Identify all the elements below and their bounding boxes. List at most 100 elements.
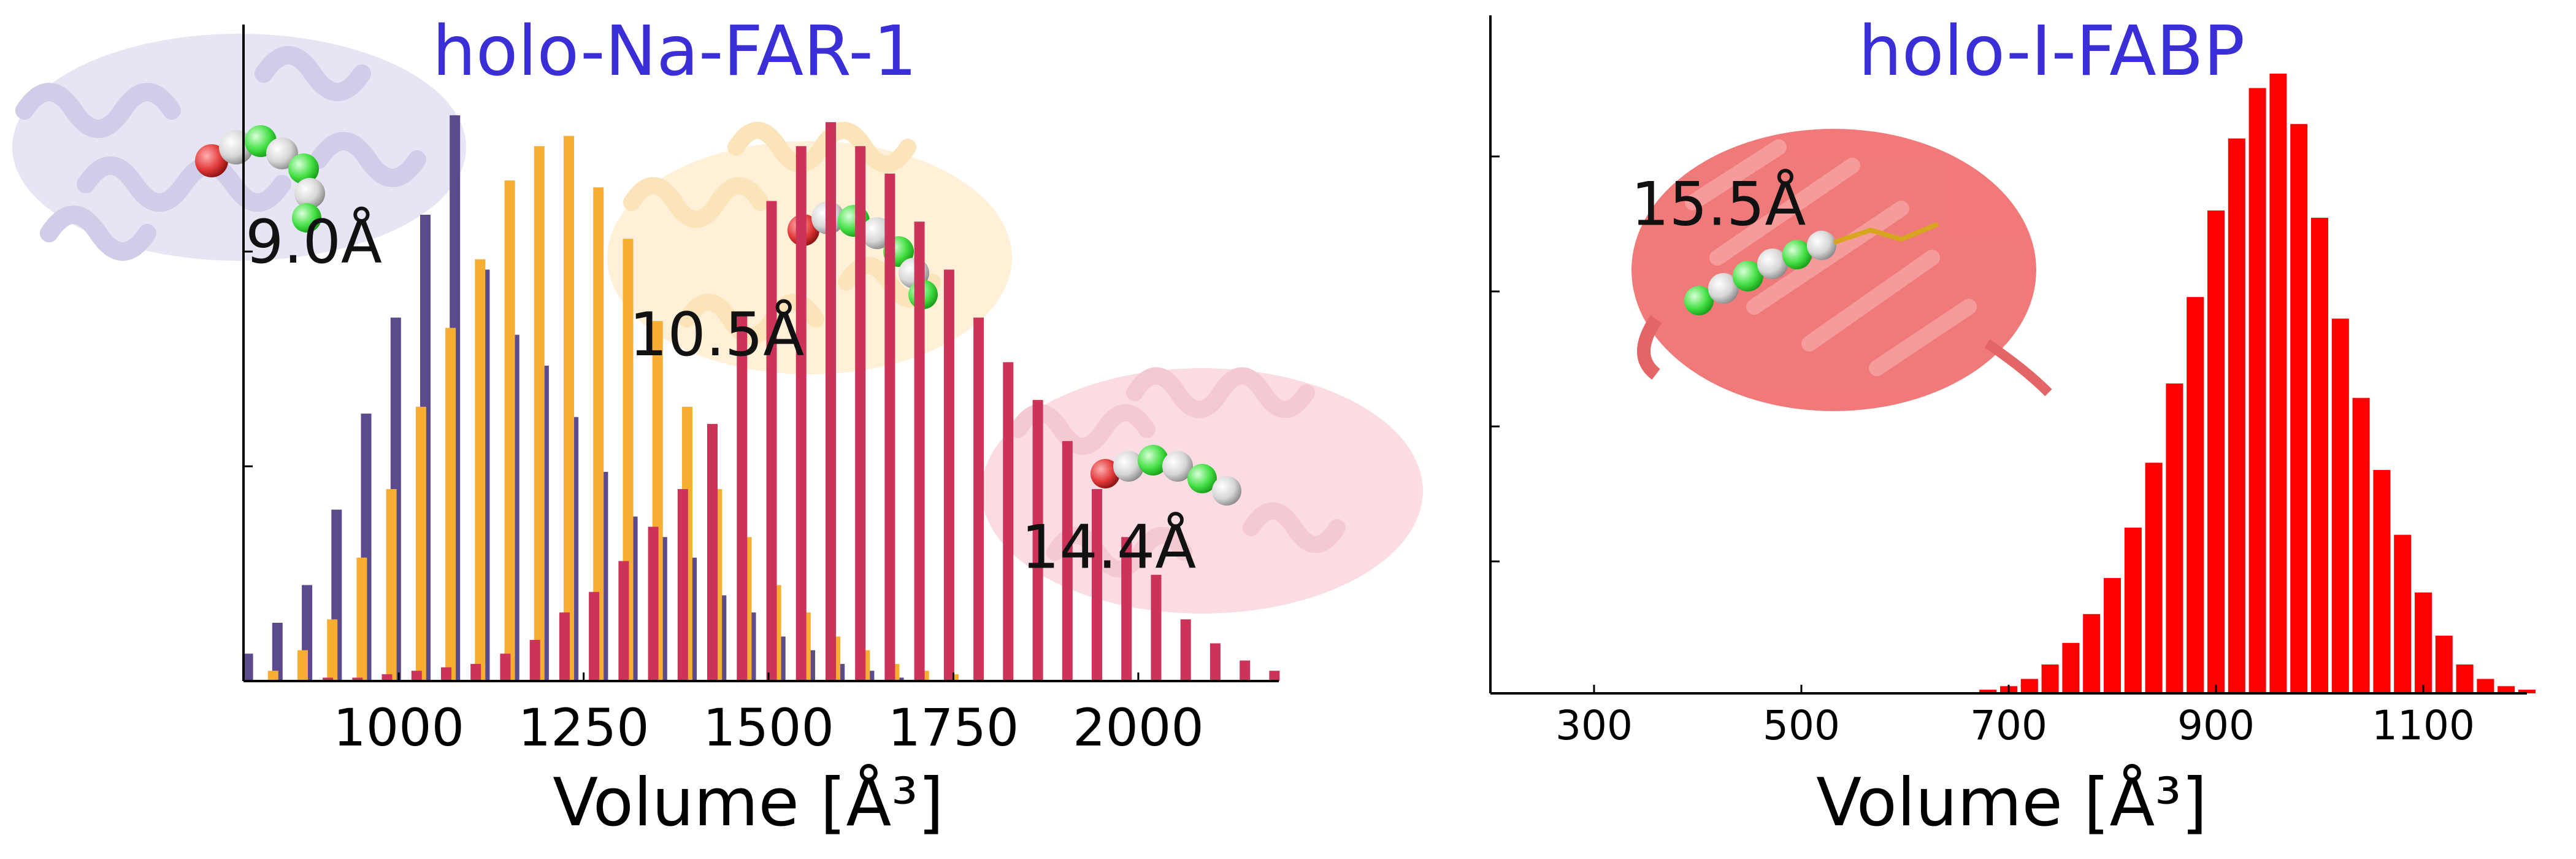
bar: [677, 489, 688, 681]
x-axis-label-left: Volume [Å³]: [553, 763, 943, 841]
bar: [766, 201, 777, 682]
bar: [297, 650, 308, 681]
bar: [737, 314, 748, 681]
bar: [1121, 537, 1132, 681]
bar: [441, 667, 451, 681]
bar: [2477, 679, 2494, 693]
bar: [500, 653, 511, 681]
bar: [2248, 88, 2266, 693]
bar: [504, 180, 515, 682]
bar: [1062, 441, 1073, 681]
x-tick-label: 1500: [703, 698, 834, 758]
distance-annotation: 10.5Å: [629, 299, 804, 370]
bar: [2228, 138, 2245, 693]
bar: [648, 526, 659, 681]
bar: [2415, 592, 2432, 693]
bar: [2394, 534, 2412, 693]
bar: [272, 623, 283, 681]
x-axis-label-right: Volume [Å³]: [1816, 763, 2207, 841]
bar: [2062, 642, 2080, 693]
bar: [470, 664, 481, 681]
bars-left: [242, 115, 1280, 682]
bar: [2290, 124, 2308, 693]
bar: [352, 677, 363, 681]
chart-title-right: holo-I-FABP: [1858, 12, 2245, 91]
bar: [855, 146, 866, 681]
bar: [2456, 664, 2474, 693]
x-tick-label: 500: [1763, 702, 1840, 749]
ligand-illustration-4: [1684, 221, 1939, 315]
bar: [564, 136, 574, 681]
protein-illustration-orange: [607, 121, 1012, 374]
bar: [2518, 690, 2536, 693]
chart-right: 300 500 700 900 1100 holo-I-FABP Volume [Å³]…: [1489, 12, 2536, 841]
bar: [1240, 660, 1251, 681]
bar: [2497, 686, 2515, 693]
chart-left: 1000 1250 1500 1750 2000 holo-Na-FAR-1 Volum…: [242, 12, 1280, 841]
bar: [826, 122, 836, 682]
bar: [2145, 463, 2163, 693]
bar: [2166, 383, 2183, 693]
bar: [2269, 74, 2287, 693]
bar: [1151, 574, 1162, 681]
bar: [2207, 210, 2225, 694]
bar: [559, 612, 570, 681]
bar: [884, 173, 895, 681]
bar: [415, 406, 426, 681]
x-tick-label: 1750: [888, 698, 1019, 758]
bar: [475, 259, 486, 682]
bar: [529, 639, 540, 681]
bar: [1092, 489, 1102, 681]
x-tick-label: 900: [2177, 702, 2255, 749]
bar: [445, 328, 456, 681]
x-ticks-left: 1000 1250 1500 1750 2000: [333, 672, 1204, 758]
bar: [589, 591, 600, 681]
protein-illustration-red: [1631, 129, 2052, 411]
x-ticks-right: 300 500 700 900 1100: [1555, 685, 2475, 749]
bar: [386, 489, 397, 681]
bar: [2435, 636, 2453, 693]
bars-right: [1979, 74, 2536, 694]
distance-annotation: 9.0Å: [245, 207, 382, 277]
distance-annotation: 15.5Å: [1631, 169, 1806, 240]
bar: [2352, 398, 2370, 693]
annotations-right: 15.5Å: [1631, 169, 1806, 240]
x-tick-label: 1250: [518, 698, 650, 758]
bar: [2020, 679, 2038, 693]
bar: [1979, 690, 1997, 693]
x-tick-label: 1100: [2372, 702, 2475, 749]
bar: [2311, 217, 2328, 693]
bar: [2331, 318, 2349, 693]
bar: [411, 671, 422, 681]
bar: [2124, 527, 2142, 693]
bar: [534, 146, 545, 681]
bar: [2083, 614, 2101, 693]
bar: [1180, 619, 1191, 681]
annotations-left: 9.0Å 10.5Å 14.4Å: [245, 207, 1196, 582]
bar: [973, 317, 984, 681]
x-tick-label: 1000: [333, 698, 464, 758]
bar: [943, 269, 954, 681]
bar: [2187, 297, 2204, 694]
bar: [327, 619, 338, 681]
bar: [795, 146, 807, 681]
ligand-illustration-3: [1091, 445, 1241, 506]
bar: [2373, 469, 2391, 693]
x-tick-label: 2000: [1073, 698, 1204, 758]
x-tick-label: 700: [1970, 702, 2047, 749]
bar: [1032, 399, 1043, 681]
bar: [618, 561, 629, 681]
x-tick-label: 300: [1555, 702, 1633, 749]
chart-title-left: holo-Na-FAR-1: [432, 12, 917, 91]
bar: [2104, 578, 2121, 693]
bar: [242, 653, 253, 681]
bar: [1003, 362, 1014, 681]
bar: [1269, 671, 1280, 681]
bar: [593, 187, 604, 681]
bar: [267, 671, 278, 681]
bar: [323, 677, 334, 681]
bar: [707, 423, 718, 681]
bar: [2041, 664, 2059, 693]
bar: [381, 674, 393, 681]
